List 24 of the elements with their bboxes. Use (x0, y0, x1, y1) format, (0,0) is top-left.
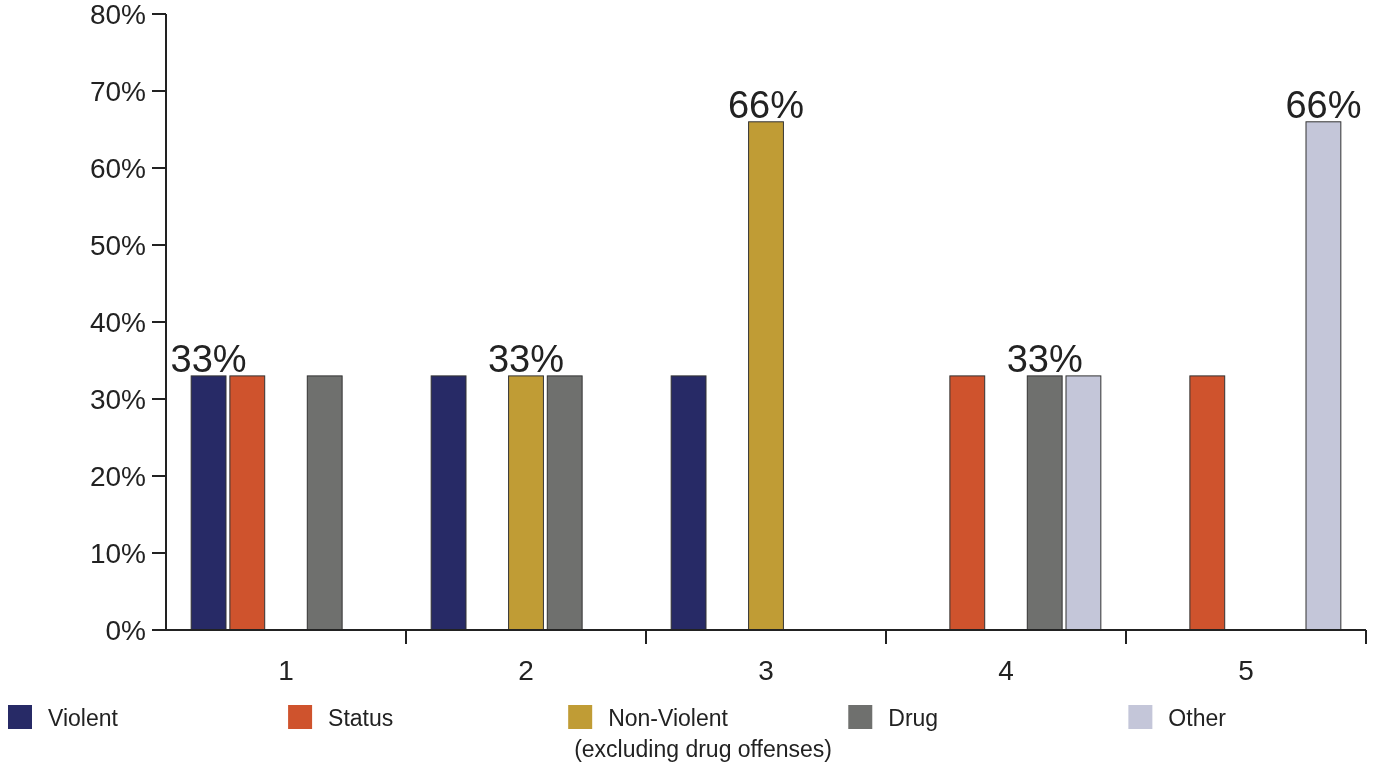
legend-label: Drug (888, 705, 939, 731)
legend-label: Other (1168, 705, 1227, 731)
y-tick-label: 60% (89, 152, 146, 184)
y-tick-label: 0% (105, 614, 146, 646)
y-tick-label: 10% (89, 537, 146, 569)
y-tick-label: 70% (89, 75, 146, 107)
legend-label: Non-Violent (excluding drug offenses) (574, 705, 833, 762)
data-label: 66% (1285, 83, 1362, 126)
data-label: 33% (487, 337, 565, 380)
x-tick-label: 5 (1238, 655, 1254, 686)
y-tick-label: 30% (89, 383, 146, 415)
x-tick-label: 4 (998, 655, 1014, 686)
x-tick-label: 1 (278, 655, 294, 686)
y-tick-label: 50% (89, 229, 146, 261)
x-tick-label: 2 (518, 655, 534, 686)
data-label: 66% (727, 83, 805, 126)
data-label: 33% (1006, 337, 1083, 380)
y-tick-label: 20% (89, 460, 146, 492)
x-tick-label: 3 (758, 655, 774, 686)
y-tick-label: 80% (89, 0, 146, 30)
data-label: 33% (170, 337, 247, 380)
legend-label: Violent (48, 705, 119, 731)
y-tick-label: 40% (89, 306, 146, 338)
legend-label: Status (328, 705, 394, 731)
